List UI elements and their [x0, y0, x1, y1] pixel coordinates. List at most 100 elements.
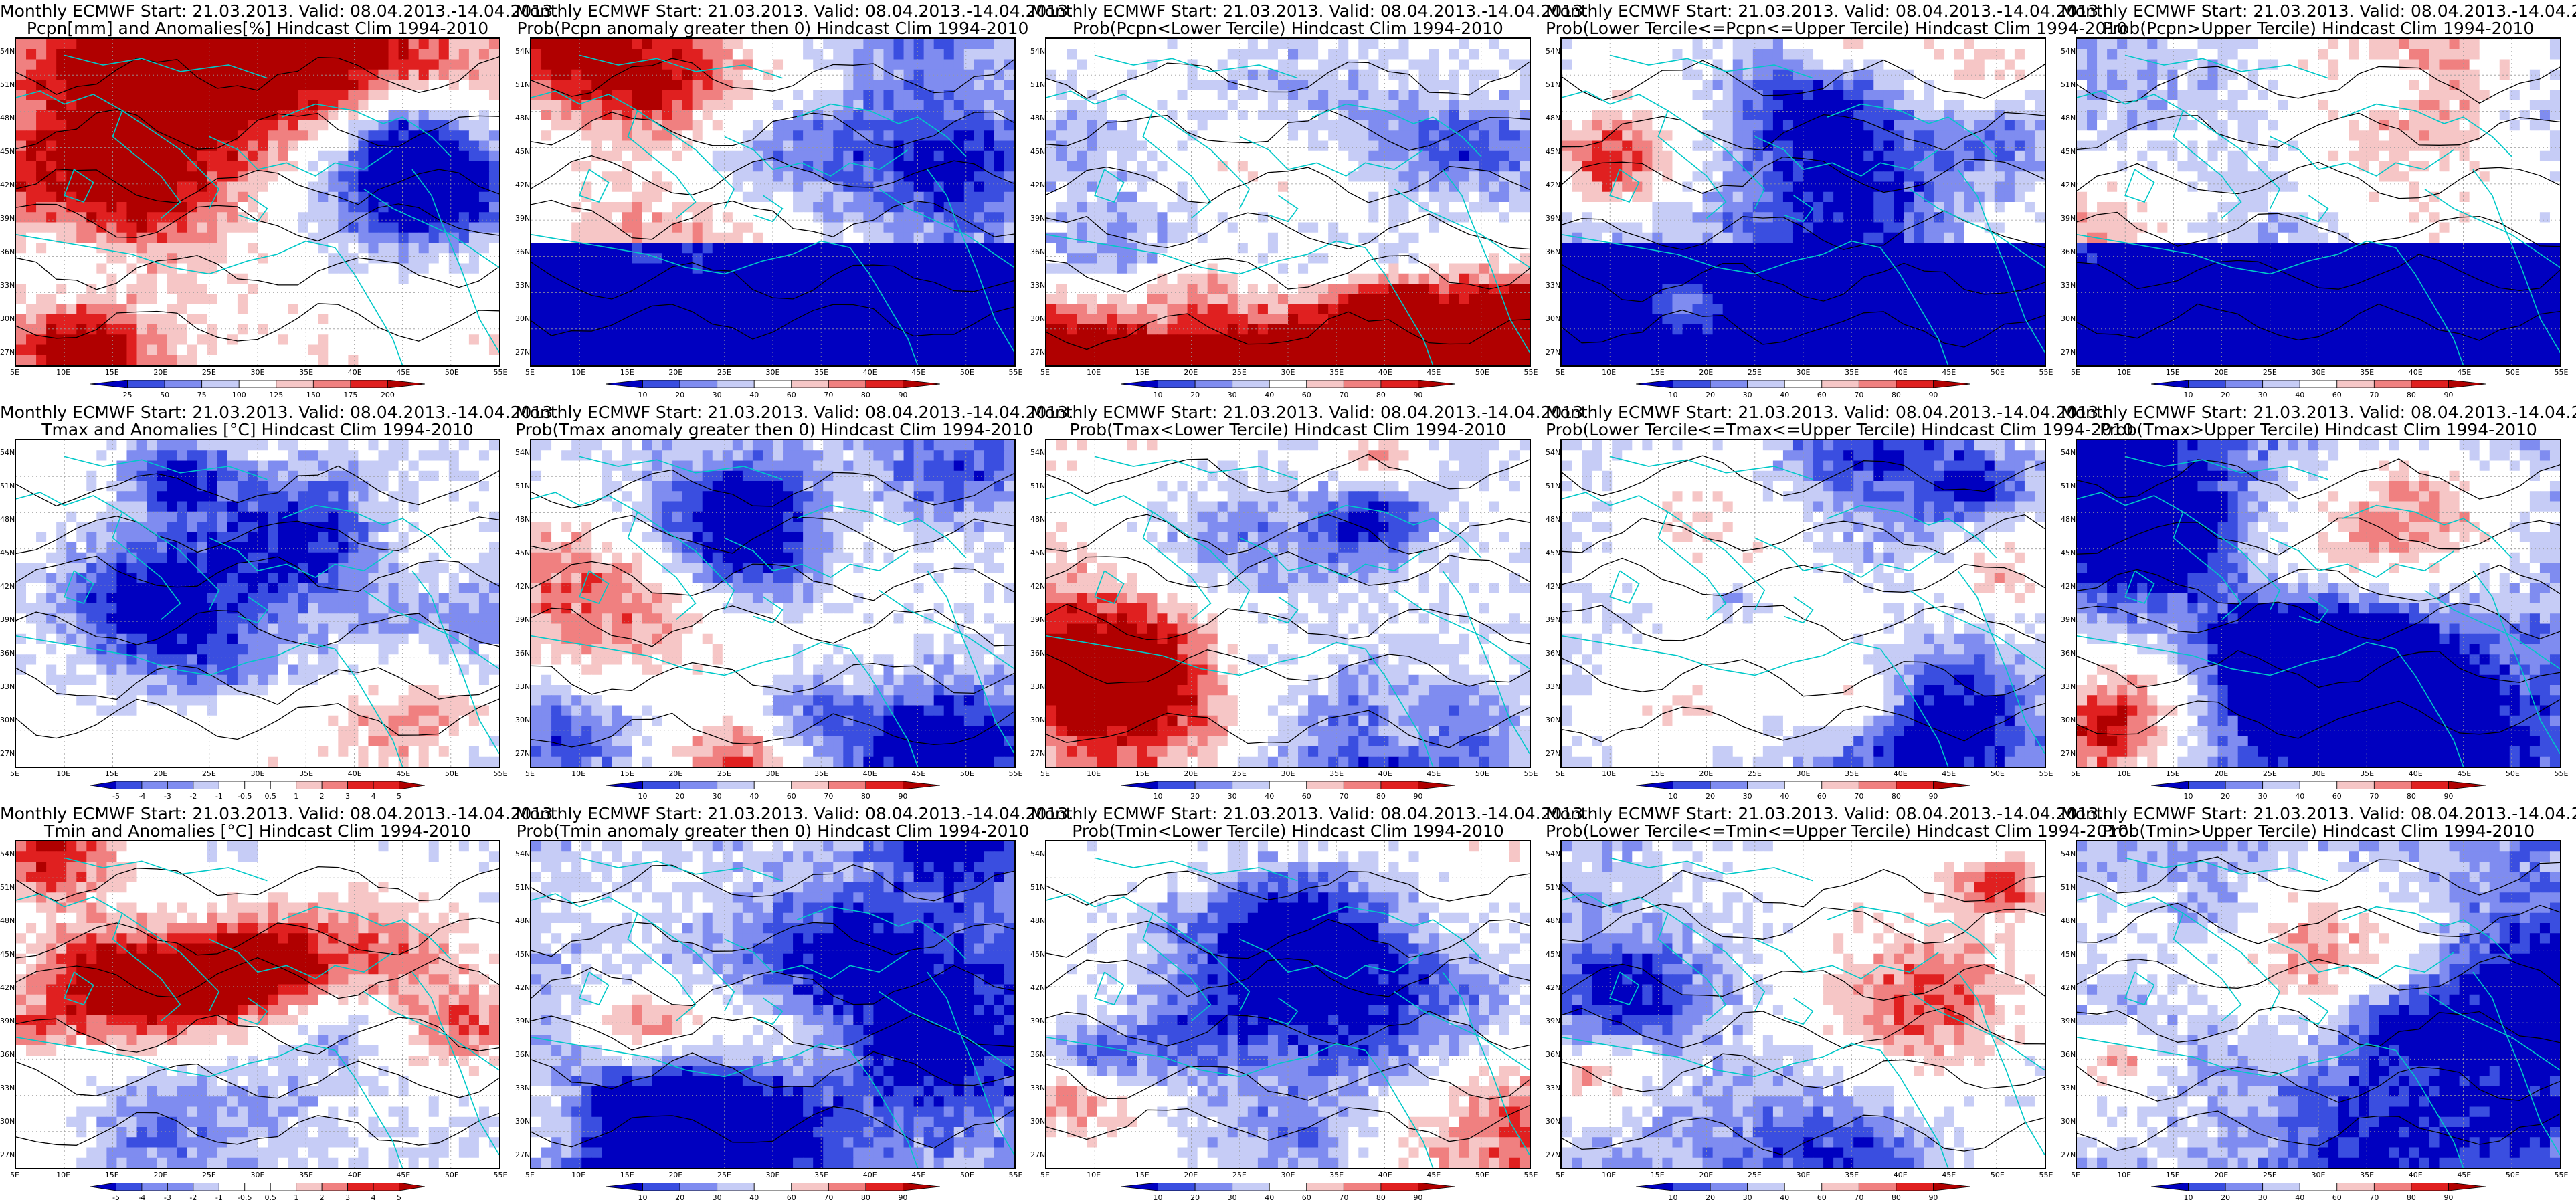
longitude-label: 10E [1084, 1171, 1104, 1179]
colorbar-tick-label: 40 [1259, 391, 1279, 399]
longitude-label: 5E [1550, 769, 1570, 778]
colorbar-tick-label: 20 [1700, 1193, 1720, 1202]
colorbar-tick-label: 80 [2401, 792, 2421, 801]
latitude-label: 27N [0, 348, 15, 357]
map-panel: Monthly ECMWF Start: 21.03.2013. Valid: … [1030, 803, 1588, 1204]
longitude-label: 35E [1842, 1171, 1862, 1179]
latitude-label: 48N [0, 515, 15, 524]
latitude-label: 54N [0, 849, 15, 858]
colorbar-tick-label: 30 [707, 792, 727, 801]
contour-lines [2077, 458, 2560, 739]
longitude-label: 50E [1472, 1171, 1492, 1179]
longitude-label: 55E [1006, 769, 1026, 778]
colorbar-tick-label: 20 [1700, 792, 1720, 801]
colorbar-tick-label: 3 [338, 1193, 358, 1202]
latitude-label: 33N [1546, 281, 1560, 290]
colorbar-tick-label: 80 [856, 1193, 876, 1202]
colorbar-tick-label: 60 [1297, 391, 1317, 399]
longitude-label: 15E [1132, 769, 1152, 778]
longitude-label: 30E [2308, 368, 2328, 377]
colorbar-tick-label: 80 [1886, 1193, 1906, 1202]
latitude-label: 51N [1546, 80, 1560, 89]
longitude-label: 30E [2308, 1171, 2328, 1179]
longitude-label: 50E [1987, 769, 2007, 778]
map-plot-area [530, 439, 1016, 768]
colorbar-tick-label: 70 [818, 792, 838, 801]
latitude-label: 27N [2061, 1150, 2076, 1159]
colorbar-tick-label: 90 [2438, 792, 2458, 801]
panel-title: Monthly ECMWF Start: 21.03.2013. Valid: … [1030, 404, 1588, 439]
longitude-label: 35E [1842, 368, 1862, 377]
colorbar-tick-label: 70 [1333, 1193, 1354, 1202]
colorbar-container [2151, 380, 2486, 388]
panel-title-line2: Prob(Tmin<Lower Tercile) Hindcast Clim 1… [1030, 823, 1546, 840]
colorbar-tick-label: 10 [2179, 391, 2199, 399]
map-panel: Monthly ECMWF Start: 21.03.2013. Valid: … [2061, 401, 2576, 803]
anomaly-field [531, 841, 1014, 1168]
longitude-label: 45E [2454, 1171, 2474, 1179]
longitude-label: 5E [5, 368, 25, 377]
colorbar-tick-label: 10 [633, 792, 653, 801]
colorbar-tick-label: 60 [781, 792, 802, 801]
longitude-label: 45E [1939, 769, 1959, 778]
longitude-label: 20E [666, 769, 686, 778]
colorbar-tick-label: 90 [893, 792, 913, 801]
longitude-label: 20E [1181, 769, 1201, 778]
panel-title-line2: Prob(Pcpn anomaly greater then 0) Hindca… [515, 20, 1030, 37]
latitude-label: 39N [1030, 1017, 1045, 1025]
colorbar-tick-label: 4 [363, 1193, 383, 1202]
colorbar-tick-label: 10 [1148, 1193, 1168, 1202]
graticule [2077, 39, 2560, 365]
longitude-label: 10E [54, 368, 74, 377]
longitude-label: 40E [345, 1171, 365, 1179]
contour-lines [531, 469, 1014, 748]
colorbar-tick-label: 60 [1297, 792, 1317, 801]
colorbar-tick-label: 10 [633, 391, 653, 399]
colorbar-tick-label: 2 [312, 792, 332, 801]
latitude-label: 36N [1546, 1050, 1560, 1059]
longitude-label: 10E [1599, 368, 1619, 377]
panel-title: Monthly ECMWF Start: 21.03.2013. Valid: … [1546, 3, 2127, 37]
latitude-label: 30N [2061, 1117, 2076, 1126]
colorbar-tick-label: 30 [2253, 391, 2273, 399]
longitude-label: 35E [812, 368, 832, 377]
colorbar-container [606, 1183, 940, 1191]
colorbar-tick-label: 40 [2290, 1193, 2310, 1202]
panel-title-line2: Prob(Tmin anomaly greater then 0) Hindca… [515, 823, 1030, 840]
latitude-label: 42N [0, 181, 15, 189]
colorbar-tick-label: 25 [118, 391, 138, 399]
colorbar-tick-label: -0.5 [235, 1193, 255, 1202]
panel-title-line1: Monthly ECMWF Start: 21.03.2013. Valid: … [2061, 805, 2576, 823]
colorbar [1636, 380, 1970, 388]
longitude-label: 35E [1327, 368, 1347, 377]
longitude-label: 30E [1278, 1171, 1298, 1179]
colorbar-tick-label: 40 [2290, 792, 2310, 801]
latitude-label: 30N [2061, 314, 2076, 323]
colorbar-tick-label: 80 [1371, 792, 1391, 801]
colorbar-tick-label: 30 [1738, 792, 1758, 801]
longitude-label: 5E [1550, 368, 1570, 377]
longitude-label: 30E [1793, 1171, 1813, 1179]
colorbar-tick-label: 40 [1259, 792, 1279, 801]
latitude-label: 51N [0, 883, 15, 892]
colorbar-tick-label: 90 [2438, 1193, 2458, 1202]
colorbar-tick-label: 30 [2253, 792, 2273, 801]
contour-lines [531, 864, 1014, 1149]
longitude-label: 10E [2114, 769, 2134, 778]
longitude-label: 50E [957, 1171, 977, 1179]
colorbar-tick-label: 90 [1923, 1193, 1943, 1202]
latitude-label: 48N [515, 515, 530, 524]
latitude-label: 39N [2061, 615, 2076, 624]
panel-title-line2: Tmin and Anomalies [°C] Hindcast Clim 19… [0, 823, 515, 840]
colorbar-tick-label: 80 [2401, 391, 2421, 399]
longitude-label: 5E [1035, 1171, 1055, 1179]
latitude-label: 39N [515, 615, 530, 624]
latitude-label: 51N [1546, 883, 1560, 892]
colorbar-tick-label: 70 [2364, 1193, 2384, 1202]
latitude-label: 48N [2061, 916, 2076, 925]
panel-title-line1: Monthly ECMWF Start: 21.03.2013. Valid: … [515, 805, 1073, 823]
latitude-label: 36N [1546, 649, 1560, 658]
map-plot-area [1560, 840, 2046, 1169]
map-plot-area [1045, 840, 1531, 1169]
panel-title-line1: Monthly ECMWF Start: 21.03.2013. Valid: … [0, 404, 558, 421]
